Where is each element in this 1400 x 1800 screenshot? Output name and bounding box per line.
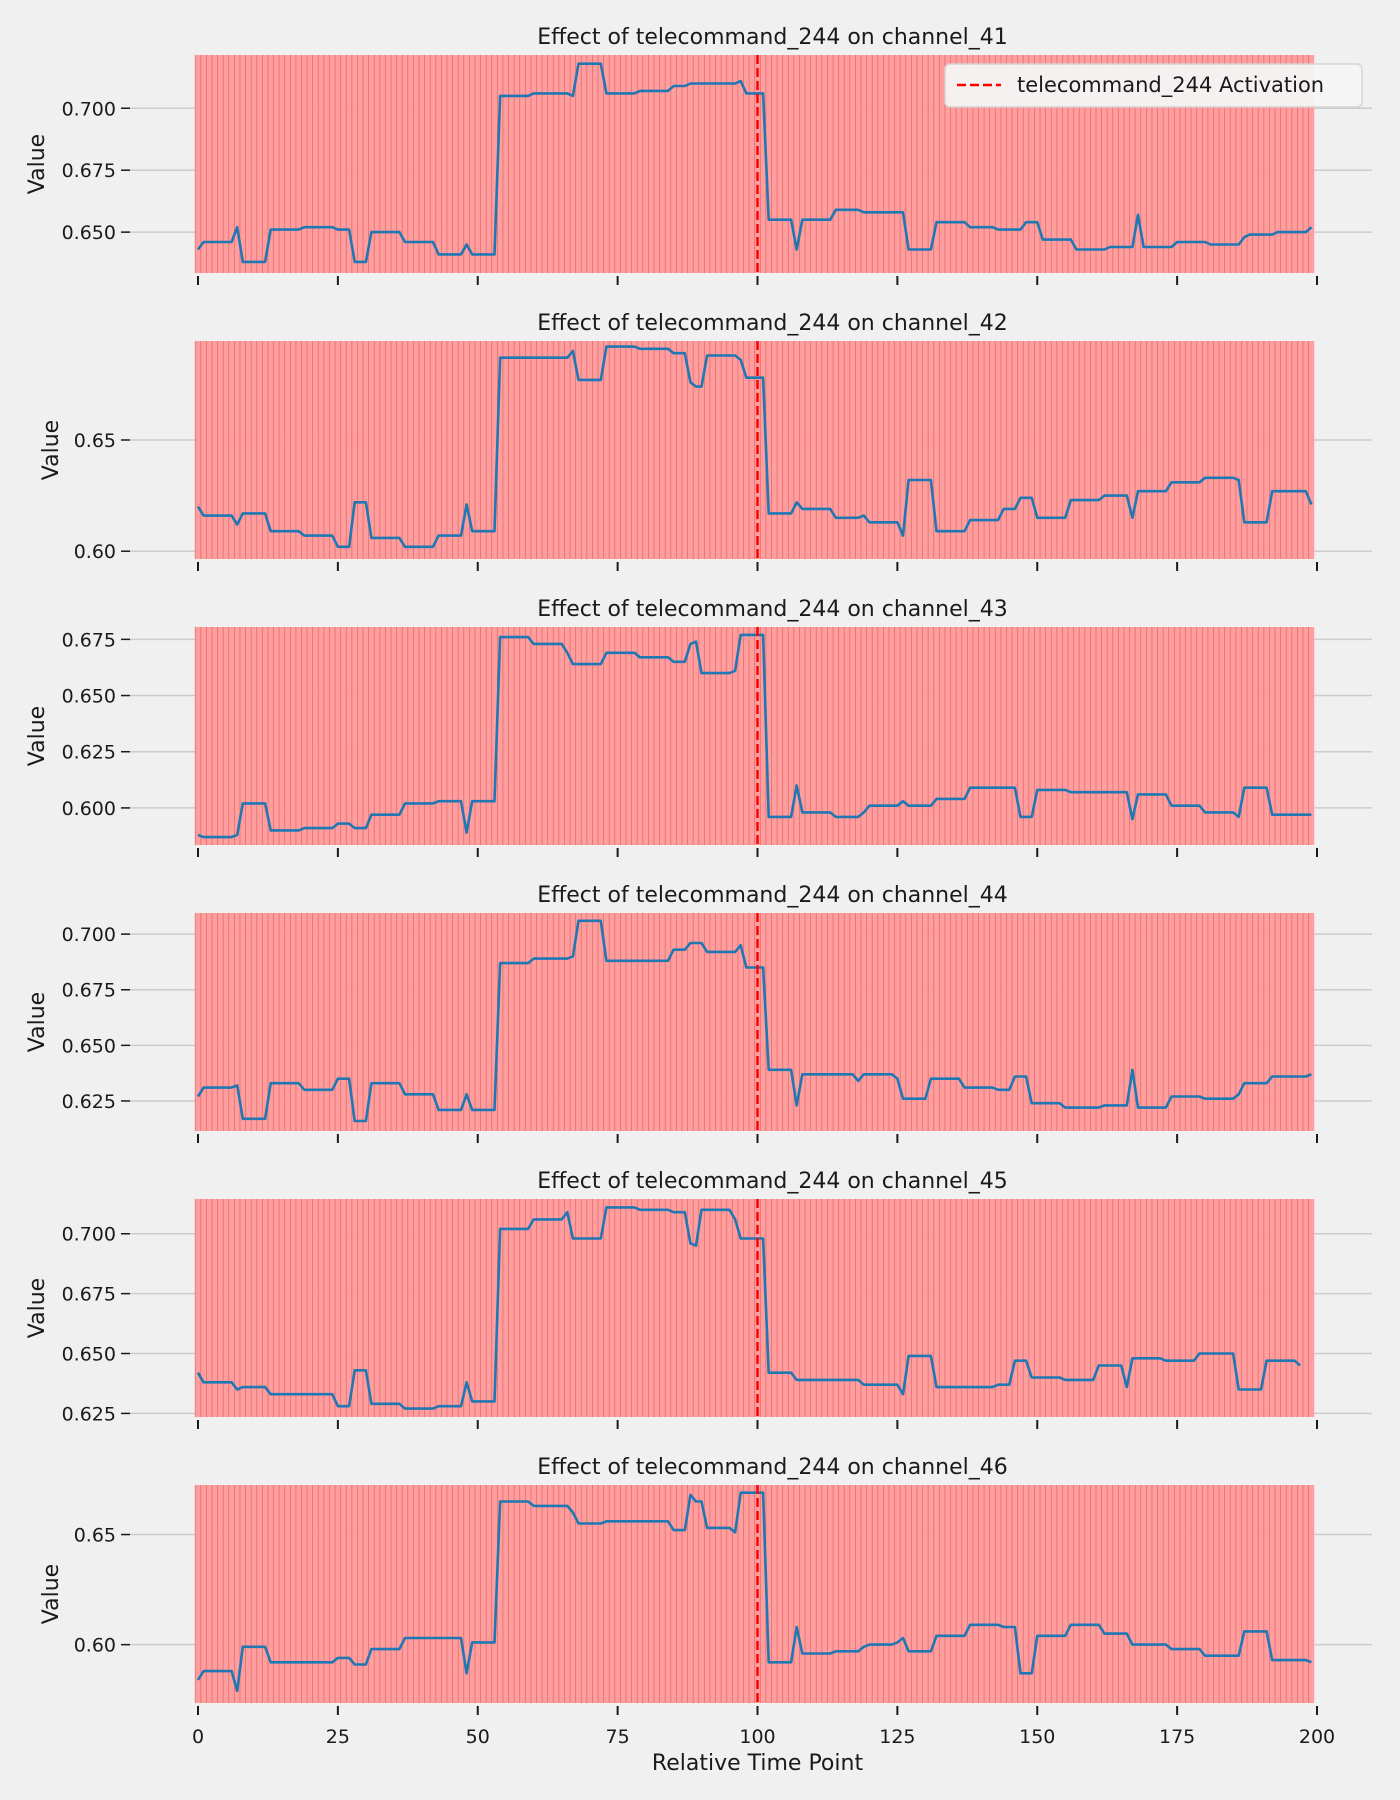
x-tick-label: 125 — [879, 1726, 915, 1748]
y-tick-label: 0.675 — [62, 980, 116, 1002]
y-tick-label: 0.60 — [74, 541, 116, 563]
x-axis-label: Relative Time Point — [652, 1751, 864, 1776]
y-axis-label: Value — [39, 420, 64, 480]
panel-title: Effect of telecommand_244 on channel_44 — [537, 883, 1008, 908]
x-tick-label: 150 — [1019, 1726, 1055, 1748]
y-tick-label: 0.625 — [62, 1403, 116, 1425]
y-tick-label: 0.700 — [62, 924, 116, 946]
y-tick-label: 0.650 — [62, 1035, 116, 1057]
activation-shading — [194, 1485, 1315, 1703]
x-tick-label: 100 — [739, 1726, 775, 1748]
y-tick-label: 0.700 — [62, 98, 116, 120]
series-line — [196, 62, 1313, 264]
activation-shading — [194, 341, 1315, 559]
y-tick-label: 0.700 — [62, 1224, 116, 1246]
x-tick-label: 75 — [606, 1726, 630, 1748]
y-tick-label: 0.625 — [62, 1091, 116, 1113]
panel-title: Effect of telecommand_244 on channel_46 — [537, 1455, 1008, 1480]
panel-title: Effect of telecommand_244 on channel_43 — [537, 597, 1008, 622]
y-axis-label: Value — [25, 706, 50, 766]
panel-title: Effect of telecommand_244 on channel_45 — [537, 1169, 1008, 1194]
activation-shading — [194, 913, 1315, 1131]
y-axis-label: Value — [39, 1564, 64, 1624]
y-tick-label: 0.625 — [62, 742, 116, 764]
x-tick-label: 25 — [326, 1726, 350, 1748]
legend: telecommand_244 Activation — [944, 63, 1363, 108]
legend-label: telecommand_244 Activation — [1017, 73, 1324, 98]
y-tick-label: 0.675 — [62, 1284, 116, 1306]
y-axis-label: Value — [25, 134, 50, 194]
y-tick-label: 0.650 — [62, 686, 116, 708]
panel-4: 0.625 0.650 0.675 0.700 Effect of telecomman… — [25, 883, 1372, 1143]
panel-2: 0.60 0.65 Effect of telecommand_244 on cha… — [39, 311, 1372, 571]
activation-shading — [194, 1199, 1315, 1417]
x-tick-label: 175 — [1159, 1726, 1195, 1748]
series-line — [196, 919, 1312, 1123]
activation-shading — [194, 627, 1315, 845]
y-axis-label: Value — [25, 1278, 50, 1338]
panel-3: 0.600 0.625 0.650 0.675 Effect of telecomman… — [25, 597, 1372, 857]
series-line — [196, 345, 1313, 549]
series-line — [196, 1491, 1312, 1693]
panel-6: 0.60 0.65 Effect of telecommand_244 on cha… — [39, 1455, 1372, 1715]
panel-5: 0.625 0.650 0.675 0.700 Effect of telecomman… — [25, 1169, 1372, 1429]
y-axis-label: Value — [25, 992, 50, 1052]
y-tick-label: 0.675 — [62, 160, 116, 182]
y-tick-label: 0.60 — [74, 1635, 116, 1657]
x-tick-label: 0 — [192, 1726, 204, 1748]
y-tick-label: 0.65 — [74, 1525, 116, 1547]
panel-title: Effect of telecommand_244 on channel_41 — [537, 25, 1008, 50]
y-tick-label: 0.650 — [62, 222, 116, 244]
y-tick-label: 0.65 — [74, 430, 116, 452]
y-tick-label: 0.600 — [62, 798, 116, 820]
y-tick-label: 0.675 — [62, 629, 116, 651]
series-line — [197, 633, 1312, 839]
x-tick-label: 50 — [466, 1726, 490, 1748]
panel-title: Effect of telecommand_244 on channel_42 — [537, 311, 1008, 336]
y-tick-label: 0.650 — [62, 1344, 116, 1366]
panel-1: 0.650 0.675 0.700 Effect of telecommand_244… — [25, 25, 1372, 285]
series-line — [196, 1206, 1302, 1410]
legend-box — [944, 63, 1363, 108]
x-tick-label: 200 — [1299, 1726, 1335, 1748]
